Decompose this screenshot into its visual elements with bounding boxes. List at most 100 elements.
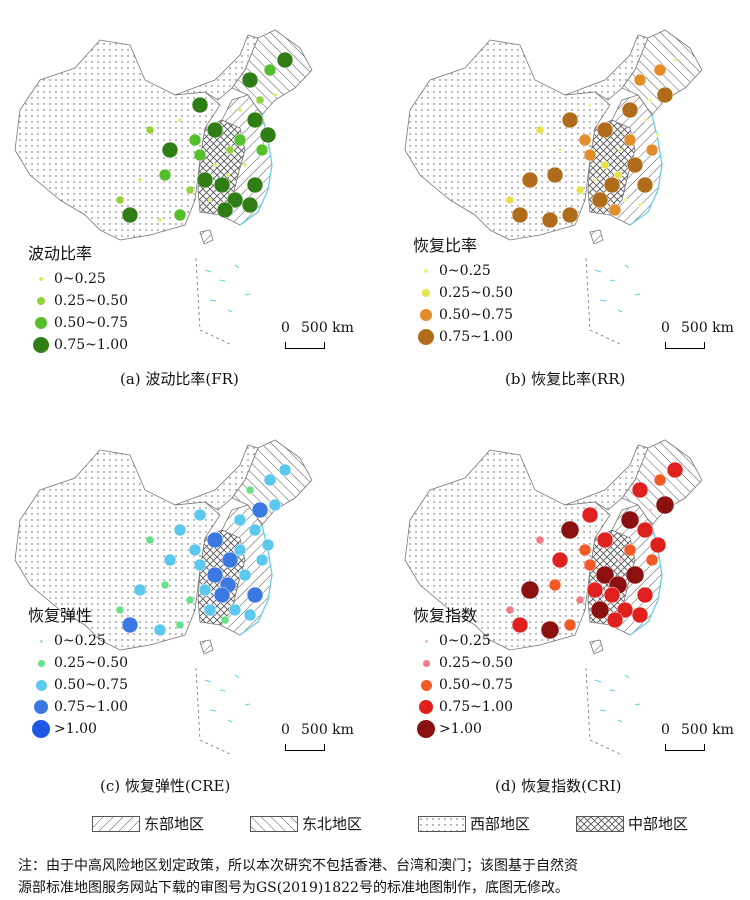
city-marker [173,523,187,537]
legend-item: 0~0.25 [28,630,128,652]
legend-symbol [420,309,432,321]
legend-item: 0.50~0.75 [28,312,128,334]
northeast-swatch [250,815,298,832]
city-marker [622,197,628,203]
city-marker [137,177,143,183]
legend-symbol [419,700,433,714]
city-marker [521,171,539,189]
city-marker [163,553,177,567]
city-marker [563,618,577,632]
map-panel-fr: 波动比率 0~0.25 0.25~0.50 0.50~0.75 0.75~1.0… [0,0,375,395]
legend-symbol [35,317,47,329]
city-marker [203,603,217,617]
legend-symbol [39,639,43,643]
region-legend-east: 东部地区 [92,813,204,834]
city-marker [207,197,213,203]
city-marker [145,125,155,135]
caption-cre: (c) 恢复弹性(CRE) [100,777,231,795]
city-marker [225,145,235,155]
china-map-fr [14,29,313,346]
legend-item: 0.25~0.50 [413,652,513,674]
circles-rr [505,57,678,229]
city-marker [655,495,675,515]
city-marker [115,605,125,615]
legend-item: 0~0.25 [413,260,513,282]
city-marker [263,63,277,77]
legend-item: >1.00 [413,718,513,740]
legend-fr: 波动比率 0~0.25 0.25~0.50 0.50~0.75 0.75~1.0… [28,240,128,356]
city-marker [656,86,674,104]
city-marker [246,111,264,129]
city-marker [248,523,262,537]
city-marker [255,553,269,567]
city-marker [185,185,195,195]
caption-cri: (d) 恢复指数(CRI) [495,777,622,795]
city-marker [535,535,545,545]
city-marker [647,97,653,103]
legend-title: 恢复比率 [413,236,478,255]
city-marker [575,185,585,195]
city-marker [241,71,259,89]
china-map-cri [404,439,703,756]
city-marker [617,557,623,563]
city-marker [193,148,207,162]
city-marker [276,51,294,69]
city-marker [623,543,637,557]
city-marker [560,520,580,540]
city-marker [578,133,592,147]
city-marker [160,580,170,590]
legend-item: 0.25~0.50 [28,652,128,674]
city-marker [642,117,648,123]
city-marker [600,160,610,170]
city-marker [636,521,654,539]
city-marker [157,217,163,223]
city-marker [631,481,649,499]
legend-item: 0.75~1.00 [28,696,128,718]
footnote-line: 源部标准地图服务网站下载的审图号为GS(2019)1822号的标准地图制作，底图… [18,880,569,896]
city-marker [185,595,195,605]
central-swatch [576,815,624,832]
legend-symbol [420,679,432,691]
city-marker [133,583,147,597]
city-marker [583,148,597,162]
city-marker [226,191,244,209]
caption-rr: (b) 恢复比率(RR) [505,370,626,388]
legend-symbol [422,289,430,297]
legend-item: 0.50~0.75 [28,674,128,696]
legend-symbol [424,639,428,643]
city-marker [153,623,167,637]
footnote: 注：由于中高风险地区划定政策，所以本次研究不包括香港、台湾和澳门；该图基于自然资… [18,855,738,899]
legend-symbol [34,700,48,714]
city-marker [237,107,243,113]
city-marker [617,147,623,153]
legend-item: 0.25~0.50 [413,282,513,304]
city-marker [121,206,139,224]
city-marker [623,133,637,147]
city-marker [666,461,684,479]
city-marker [158,168,172,182]
city-marker [216,201,234,219]
city-marker [505,195,515,205]
city-marker [221,551,239,569]
city-marker [206,121,224,139]
city-marker [245,485,255,495]
city-marker [246,176,264,194]
city-marker [261,538,275,552]
east-swatch [92,815,140,832]
region-legend: 东部地区 东北地区 西部地区 中部地区 [0,813,750,839]
city-marker [161,141,179,159]
legend-title: 波动比率 [28,244,93,263]
west-swatch [418,815,466,832]
legend-symbol [37,659,45,667]
legend-rr: 恢复比率 0~0.25 0.25~0.50 0.50~0.75 0.75~1.0… [413,232,513,348]
legend-item: 0.75~1.00 [413,696,513,718]
legend-title: 恢复指数 [413,606,478,625]
city-marker [548,578,562,592]
legend-symbol [422,659,430,667]
legend-item: 0.50~0.75 [413,674,513,696]
city-marker [193,508,207,522]
footnote-line: 注：由于中高风险地区划定政策，所以本次研究不包括香港、台湾和澳门；该图基于自然资 [18,858,578,874]
city-marker [212,162,218,168]
city-marker [188,543,202,557]
city-marker [175,620,185,630]
